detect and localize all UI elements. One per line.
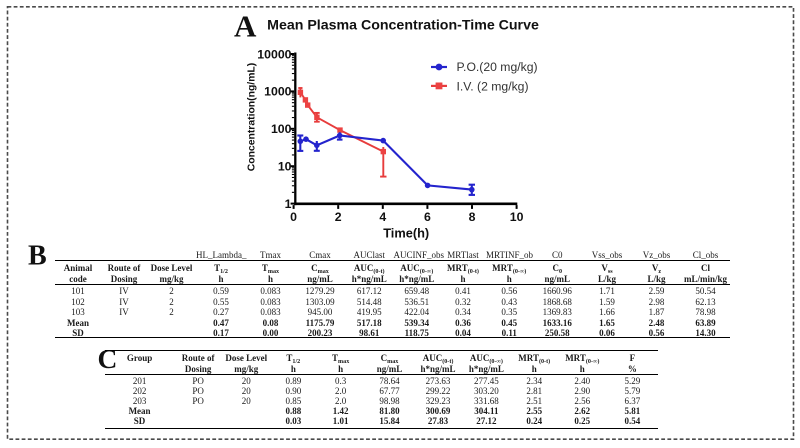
svg-text:Time(h): Time(h) xyxy=(383,225,429,240)
svg-text:A: A xyxy=(234,9,257,44)
svg-text:10: 10 xyxy=(510,210,524,224)
svg-text:P.O.(20 mg/kg): P.O.(20 mg/kg) xyxy=(457,60,538,74)
svg-text:1000: 1000 xyxy=(264,85,292,99)
svg-text:10: 10 xyxy=(278,160,292,174)
svg-text:0: 0 xyxy=(290,210,297,224)
svg-text:B: B xyxy=(28,241,47,272)
svg-text:4: 4 xyxy=(379,210,386,224)
svg-text:2: 2 xyxy=(335,210,342,224)
svg-text:8: 8 xyxy=(469,210,476,224)
svg-text:10000: 10000 xyxy=(257,47,291,61)
svg-text:6: 6 xyxy=(424,210,431,224)
svg-text:I.V. (2 mg/kg): I.V. (2 mg/kg) xyxy=(457,79,529,93)
svg-text:100: 100 xyxy=(271,122,292,136)
svg-text:Mean Plasma Concentration-Time: Mean Plasma Concentration-Time Curve xyxy=(267,18,539,34)
svg-text:1: 1 xyxy=(285,197,292,211)
svg-text:Concentration(ng/mL): Concentration(ng/mL) xyxy=(246,63,257,172)
